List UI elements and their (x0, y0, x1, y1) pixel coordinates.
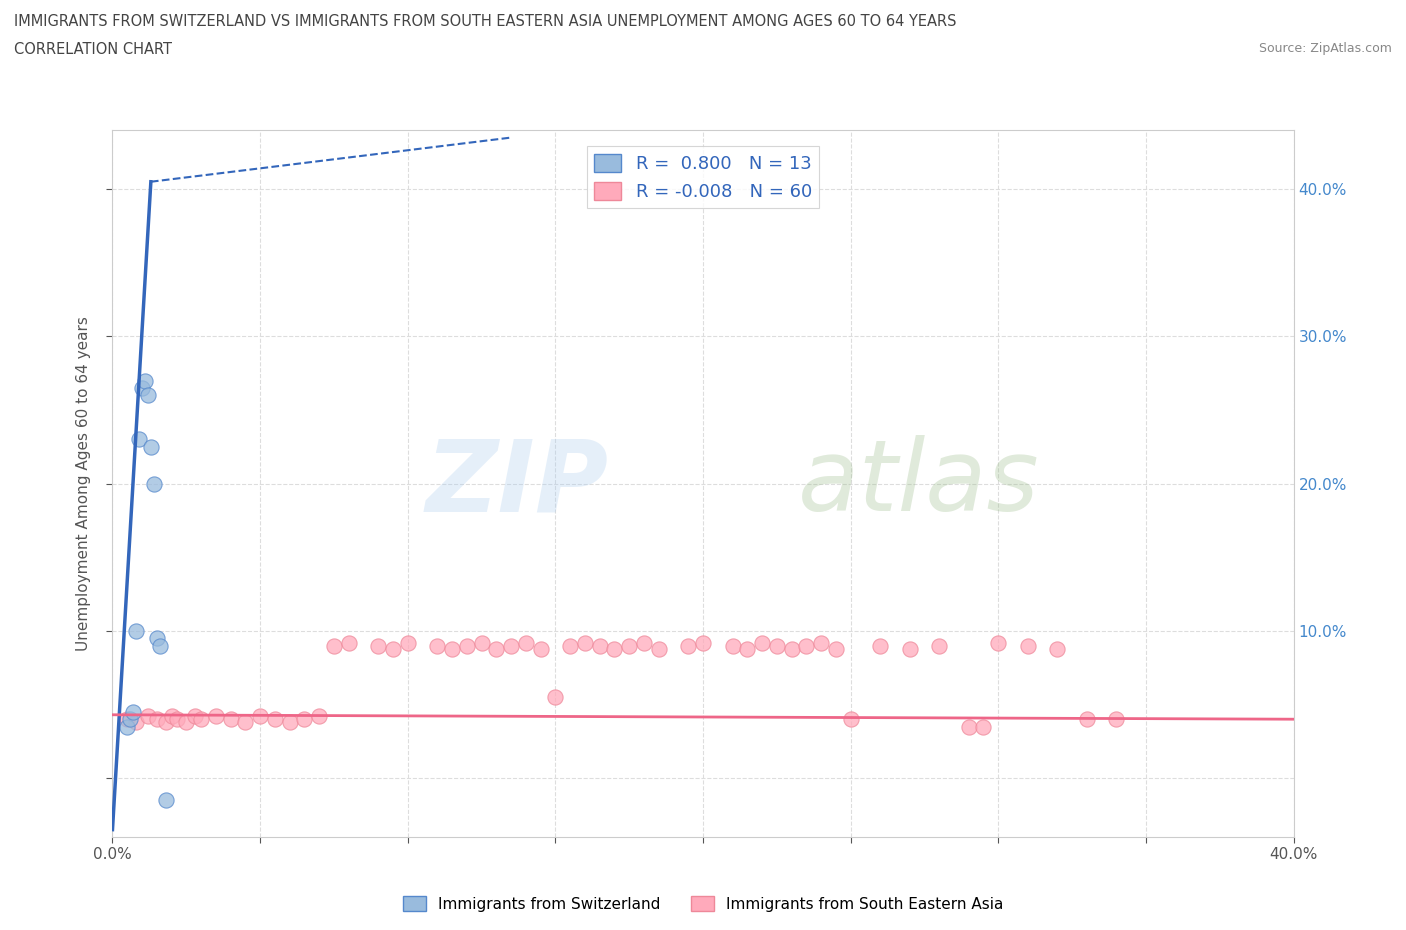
Point (337, 635, 360, 650)
Point (292, 711, 315, 726)
Point (149, 638, 172, 653)
Legend: R =  0.800   N = 13, R = -0.008   N = 60: R = 0.800 N = 13, R = -0.008 N = 60 (586, 146, 820, 208)
Point (574, 635, 596, 650)
Point (721, 638, 744, 653)
Point (1076, 711, 1098, 726)
Point (515, 635, 537, 650)
Point (987, 635, 1010, 650)
Point (603, 641, 626, 656)
Point (146, 631, 169, 645)
Point (120, 711, 142, 726)
Point (588, 638, 610, 653)
Point (898, 641, 921, 656)
Point (678, 638, 700, 653)
Legend: Immigrants from Switzerland, Immigrants from South Eastern Asia: Immigrants from Switzerland, Immigrants … (396, 889, 1010, 918)
Point (558, 638, 582, 653)
Text: IMMIGRANTS FROM SWITZERLAND VS IMMIGRANTS FROM SOUTH EASTERN ASIA UNEMPLOYMENT A: IMMIGRANTS FROM SWITZERLAND VS IMMIGRANT… (14, 14, 956, 29)
Point (205, 709, 228, 724)
Point (824, 641, 846, 656)
Point (470, 635, 494, 650)
Text: Source: ZipAtlas.com: Source: ZipAtlas.com (1258, 42, 1392, 55)
Point (264, 711, 287, 726)
Point (155, 714, 177, 729)
Point (529, 641, 551, 656)
Point (125, 714, 148, 729)
Point (1017, 638, 1039, 653)
Point (134, 373, 156, 388)
Point (323, 638, 346, 653)
Point (751, 635, 773, 650)
Point (928, 638, 950, 653)
Point (166, 711, 188, 726)
Point (692, 635, 714, 650)
Point (219, 711, 242, 726)
Point (456, 638, 478, 653)
Point (128, 432, 150, 447)
Point (810, 635, 832, 650)
Point (174, 714, 197, 729)
Point (441, 641, 464, 656)
Point (957, 719, 980, 734)
Y-axis label: Unemployment Among Ages 60 to 64 years: Unemployment Among Ages 60 to 64 years (76, 316, 91, 651)
Point (139, 439, 162, 454)
Point (1046, 641, 1069, 656)
Point (869, 638, 891, 653)
Point (136, 709, 159, 724)
Point (544, 690, 567, 705)
Point (233, 714, 256, 729)
Point (396, 635, 419, 650)
Point (619, 638, 641, 653)
Point (131, 380, 153, 395)
Point (117, 719, 138, 734)
Point (125, 623, 148, 638)
Point (485, 641, 508, 656)
Point (308, 709, 330, 724)
Point (796, 638, 818, 653)
Text: CORRELATION CHART: CORRELATION CHART (14, 42, 172, 57)
Point (426, 638, 449, 653)
Point (766, 638, 789, 653)
Point (122, 704, 145, 719)
Point (839, 711, 862, 726)
Point (184, 709, 207, 724)
Point (160, 709, 183, 724)
Point (780, 641, 803, 656)
Point (136, 388, 159, 403)
Text: ZIP: ZIP (426, 435, 609, 532)
Point (117, 711, 138, 726)
Point (973, 719, 995, 734)
Point (278, 714, 301, 729)
Point (382, 641, 405, 656)
Point (142, 476, 165, 491)
Point (647, 641, 671, 656)
Point (190, 711, 212, 726)
Point (501, 638, 523, 653)
Point (155, 792, 177, 807)
Point (633, 635, 655, 650)
Point (737, 641, 759, 656)
Text: atlas: atlas (797, 435, 1039, 532)
Point (367, 638, 389, 653)
Point (1105, 711, 1128, 726)
Point (249, 709, 271, 724)
Point (146, 711, 169, 726)
